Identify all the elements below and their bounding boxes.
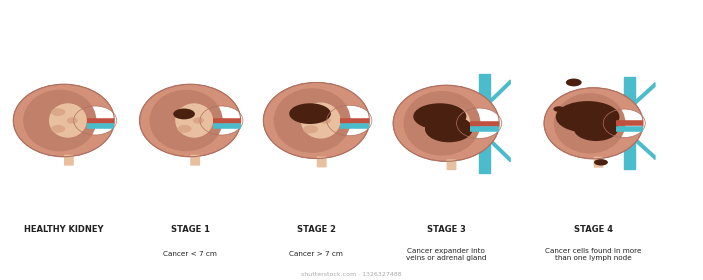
Text: Cancer < 7 cm: Cancer < 7 cm bbox=[163, 251, 217, 257]
Text: STAGE 3: STAGE 3 bbox=[427, 225, 465, 234]
Ellipse shape bbox=[594, 159, 608, 165]
Ellipse shape bbox=[433, 128, 448, 136]
Ellipse shape bbox=[556, 101, 619, 133]
Ellipse shape bbox=[553, 106, 565, 112]
Ellipse shape bbox=[603, 109, 645, 137]
FancyBboxPatch shape bbox=[446, 159, 456, 170]
Text: STAGE 1: STAGE 1 bbox=[171, 225, 209, 234]
Ellipse shape bbox=[140, 84, 240, 157]
Text: Cancer cells found in more
than one lymph node: Cancer cells found in more than one lymp… bbox=[546, 248, 642, 261]
Ellipse shape bbox=[433, 110, 448, 119]
Ellipse shape bbox=[425, 116, 472, 142]
Text: Cancer expander into
veins or adrenal gland: Cancer expander into veins or adrenal gl… bbox=[406, 248, 486, 261]
Ellipse shape bbox=[579, 106, 616, 140]
Ellipse shape bbox=[622, 105, 636, 117]
Ellipse shape bbox=[413, 103, 466, 130]
Ellipse shape bbox=[74, 106, 117, 135]
Ellipse shape bbox=[581, 111, 595, 119]
Ellipse shape bbox=[430, 105, 470, 141]
Ellipse shape bbox=[173, 109, 195, 119]
Ellipse shape bbox=[273, 88, 351, 153]
FancyBboxPatch shape bbox=[64, 155, 74, 166]
Ellipse shape bbox=[289, 103, 331, 124]
Ellipse shape bbox=[13, 84, 115, 157]
Ellipse shape bbox=[51, 108, 65, 116]
Text: HEALTHY KIDNEY: HEALTHY KIDNEY bbox=[24, 225, 103, 234]
Ellipse shape bbox=[544, 88, 643, 159]
Ellipse shape bbox=[596, 120, 607, 127]
Ellipse shape bbox=[193, 117, 204, 124]
FancyBboxPatch shape bbox=[317, 157, 327, 167]
Ellipse shape bbox=[554, 93, 626, 153]
Ellipse shape bbox=[393, 85, 499, 161]
Ellipse shape bbox=[49, 103, 87, 138]
Ellipse shape bbox=[327, 105, 372, 136]
Ellipse shape bbox=[404, 91, 480, 156]
Ellipse shape bbox=[566, 79, 581, 86]
Text: STAGE 4: STAGE 4 bbox=[574, 225, 613, 234]
Ellipse shape bbox=[574, 116, 619, 141]
Text: Cancer > 7 cm: Cancer > 7 cm bbox=[290, 251, 343, 257]
FancyBboxPatch shape bbox=[593, 157, 603, 168]
Ellipse shape bbox=[175, 103, 213, 138]
Ellipse shape bbox=[449, 120, 461, 127]
Ellipse shape bbox=[456, 108, 502, 139]
Ellipse shape bbox=[319, 117, 331, 124]
Ellipse shape bbox=[303, 108, 318, 116]
FancyBboxPatch shape bbox=[191, 155, 200, 166]
Ellipse shape bbox=[150, 90, 223, 151]
Ellipse shape bbox=[303, 125, 318, 134]
Ellipse shape bbox=[581, 128, 595, 135]
Ellipse shape bbox=[23, 90, 96, 151]
Ellipse shape bbox=[301, 102, 340, 139]
Ellipse shape bbox=[264, 83, 370, 158]
Ellipse shape bbox=[51, 125, 65, 133]
Ellipse shape bbox=[177, 125, 192, 133]
Text: shutterstock.com · 1326327488: shutterstock.com · 1326327488 bbox=[301, 272, 402, 277]
Text: STAGE 2: STAGE 2 bbox=[297, 225, 336, 234]
Ellipse shape bbox=[177, 108, 192, 116]
Ellipse shape bbox=[200, 106, 243, 135]
Ellipse shape bbox=[67, 117, 78, 124]
